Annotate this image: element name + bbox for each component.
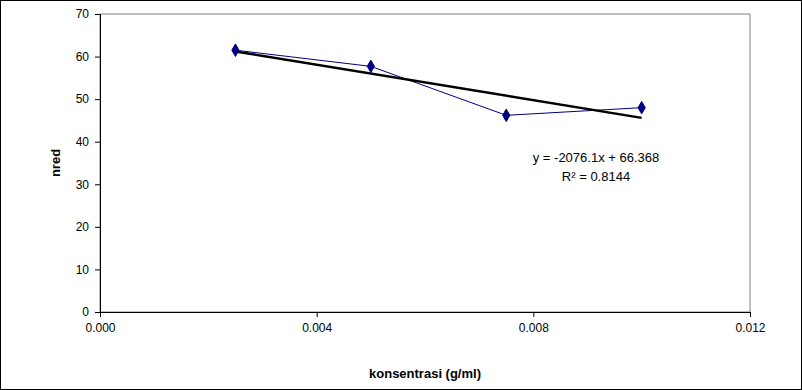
y-tick-label: 60 [76, 50, 90, 64]
x-tick-mark [533, 312, 534, 317]
x-tick: 0.004 [302, 312, 332, 335]
y-axis: 0 10 20 30 40 50 60 70 [76, 7, 101, 319]
chart-border [1, 1, 802, 390]
annotation: R² = 0.8144 [562, 169, 630, 184]
markers [232, 44, 645, 122]
y-tick-mark [95, 269, 100, 270]
x-tick-label: 0.000 [85, 321, 115, 335]
y-tick: 0 [82, 305, 100, 319]
trend-line [235, 51, 641, 117]
marker [367, 60, 374, 72]
y-tick: 30 [76, 178, 100, 192]
x-tick-label: 0.004 [302, 321, 332, 335]
y-tick-label: 10 [76, 263, 90, 277]
y-tick-label: 0 [82, 305, 89, 319]
y-tick-mark [95, 312, 100, 313]
plot-area [232, 44, 645, 122]
y-tick-label: 30 [76, 178, 90, 192]
y-tick-mark [95, 99, 100, 100]
x-tick-mark [750, 312, 751, 317]
annotation: y = -2076.1x + 66.368 [533, 150, 659, 165]
y-tick: 40 [76, 135, 100, 149]
y-tick: 10 [76, 263, 100, 277]
y-tick-mark [95, 184, 100, 185]
y-tick: 20 [76, 220, 100, 234]
x-tick: 0.000 [85, 312, 115, 335]
y-tick: 60 [76, 50, 100, 64]
y-tick-mark [95, 57, 100, 58]
y-tick-label: 70 [76, 7, 90, 21]
chart: 0.000 0.004 0.008 0.012 0 10 20 30 40 50 60 70 konse… [0, 0, 802, 390]
x-tick: 0.008 [519, 312, 549, 335]
y-tick-mark [95, 142, 100, 143]
x-axis: 0.000 0.004 0.008 0.012 [85, 312, 765, 335]
y-tick: 70 [76, 7, 100, 21]
y-tick-mark [95, 227, 100, 228]
y-tick-label: 50 [76, 92, 90, 106]
x-tick-label: 0.008 [519, 321, 549, 335]
x-axis-title: konsentrasi (g/ml) [369, 366, 481, 381]
plot-frame [100, 14, 750, 312]
y-tick-mark [95, 14, 100, 15]
x-axis-line [101, 313, 751, 318]
marker [638, 101, 645, 113]
x-tick-label: 0.012 [735, 321, 765, 335]
y-tick-label: 40 [76, 135, 90, 149]
y-tick-label: 20 [76, 220, 90, 234]
x-tick-mark [317, 312, 318, 317]
y-axis-line [95, 15, 101, 313]
marker [503, 109, 510, 121]
x-tick: 0.012 [735, 312, 765, 335]
y-axis-title: nred [48, 149, 63, 177]
marker [232, 44, 239, 56]
y-tick: 50 [76, 92, 100, 106]
series-line [235, 50, 641, 115]
